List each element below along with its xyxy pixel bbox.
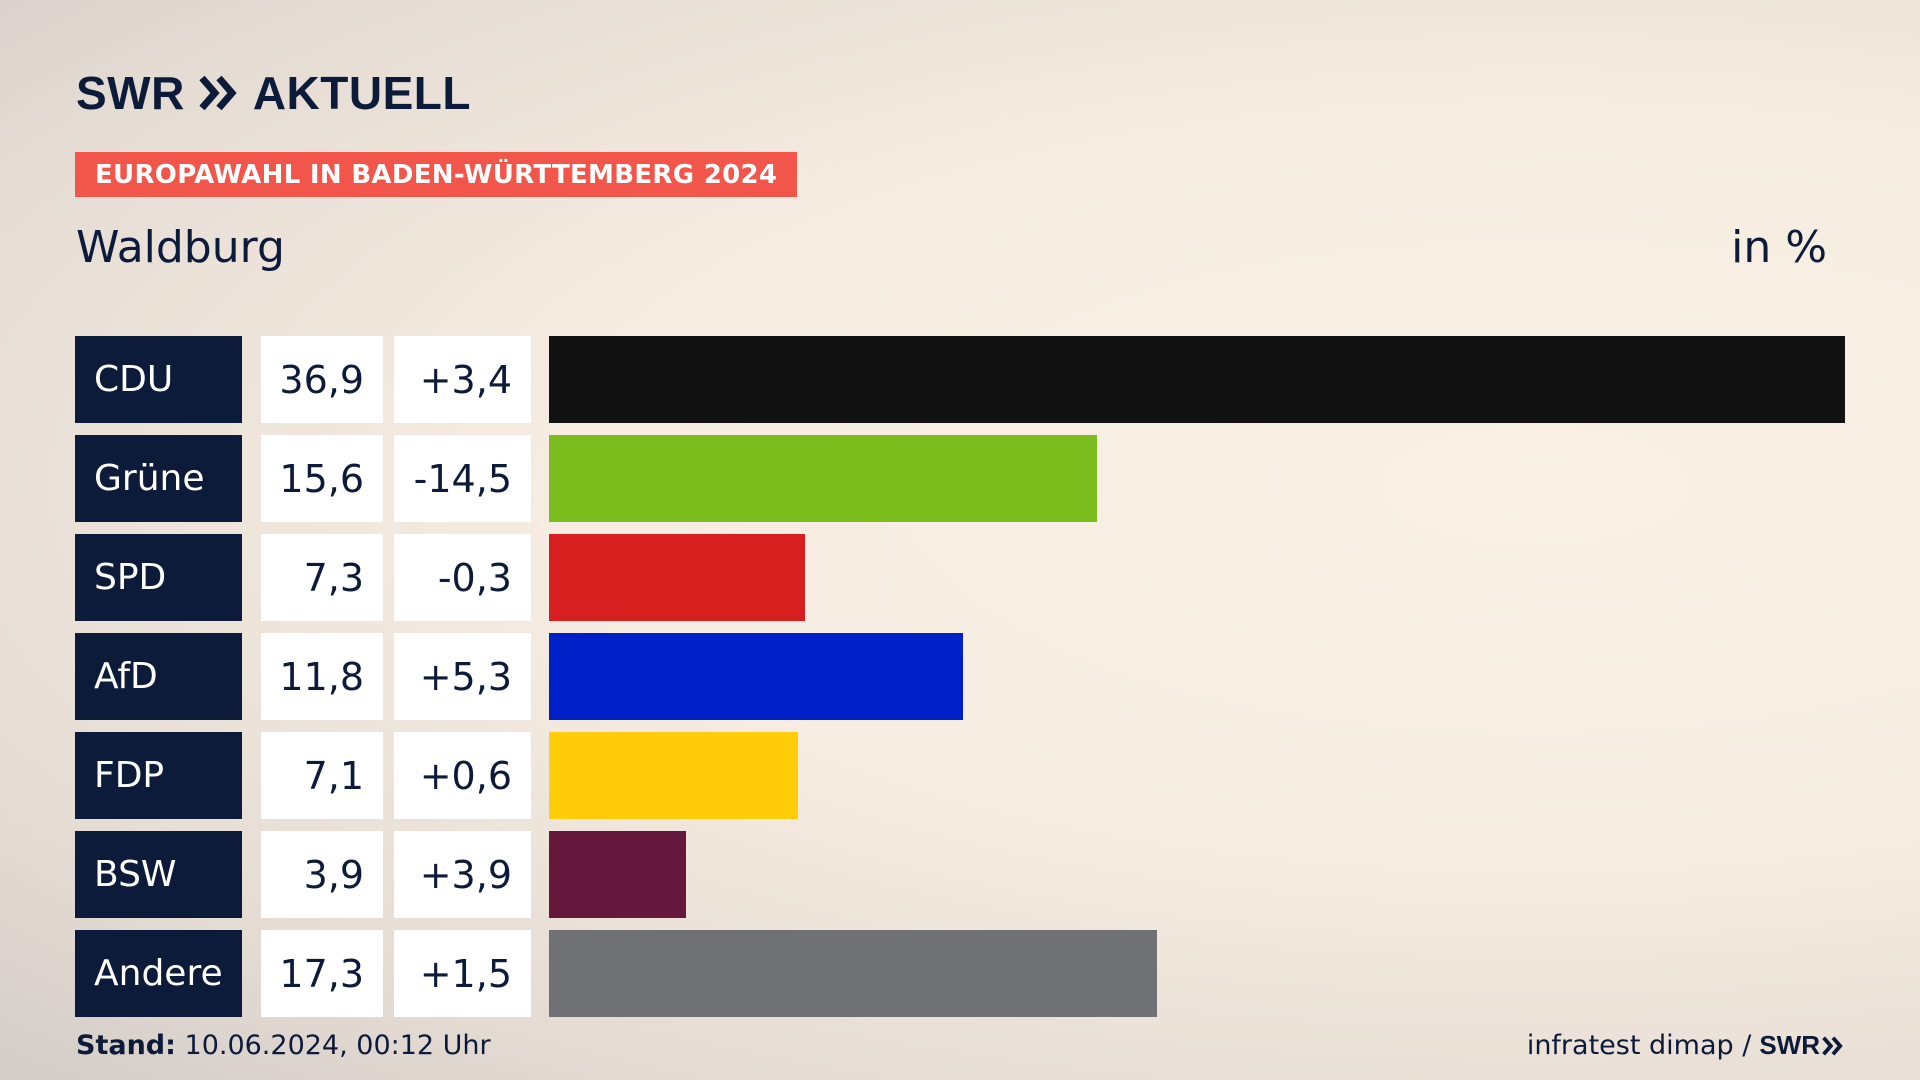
bar-row: CDU 36,9 +3,4 — [75, 336, 1845, 423]
election-banner: EUROPAWAHL IN BADEN-WÜRTTEMBERG 2024 — [75, 152, 798, 197]
footer-swr-logo: SWR — [1759, 1030, 1820, 1060]
value-label: 36,9 — [261, 336, 383, 423]
bar-row: SPD 7,3 -0,3 — [75, 534, 1845, 621]
source-text: infratest dimap / — [1526, 1030, 1752, 1061]
bar — [549, 831, 686, 918]
bar-row: AfD 11,8 +5,3 — [75, 633, 1845, 720]
double-chevron-icon — [199, 75, 237, 111]
bar — [549, 633, 963, 720]
bar-row: BSW 3,9 +3,9 — [75, 831, 1845, 918]
diff-label: +3,4 — [394, 336, 531, 423]
bar — [549, 534, 805, 621]
value-label: 17,3 — [261, 930, 383, 1017]
logo-swr-text: SWR — [76, 67, 185, 119]
bar — [549, 732, 798, 819]
value-label: 11,8 — [261, 633, 383, 720]
diff-label: +5,3 — [394, 633, 531, 720]
bar-row: FDP 7,1 +0,6 — [75, 732, 1845, 819]
party-label: Grüne — [75, 435, 242, 522]
stand-label: Stand: — [76, 1030, 176, 1061]
party-label: AfD — [75, 633, 242, 720]
party-label: Andere — [75, 930, 242, 1017]
unit-label: in % — [1731, 222, 1827, 273]
value-label: 3,9 — [261, 831, 383, 918]
swr-aktuell-logo: SWR AKTUELL — [76, 70, 471, 116]
value-label: 7,3 — [261, 534, 383, 621]
place-title: Waldburg — [76, 222, 285, 273]
party-label: CDU — [75, 336, 242, 423]
diff-label: +1,5 — [394, 930, 531, 1017]
diff-label: -0,3 — [394, 534, 531, 621]
bar-row: Andere 17,3 +1,5 — [75, 930, 1845, 1017]
diff-label: +0,6 — [394, 732, 531, 819]
bar — [549, 930, 1157, 1017]
logo-aktuell-text: AKTUELL — [252, 67, 471, 119]
timestamp: Stand: 10.06.2024, 00:12 Uhr — [76, 1030, 491, 1061]
diff-label: +3,9 — [394, 831, 531, 918]
stand-value: 10.06.2024, 00:12 Uhr — [184, 1030, 491, 1061]
bar — [549, 336, 1845, 423]
party-label: FDP — [75, 732, 242, 819]
footer-chevron-icon — [1822, 1035, 1843, 1056]
source-credit: infratest dimap / SWR — [1527, 1030, 1844, 1061]
bar — [549, 435, 1097, 522]
value-label: 7,1 — [261, 732, 383, 819]
party-label: BSW — [75, 831, 242, 918]
party-label: SPD — [75, 534, 242, 621]
bar-row: Grüne 15,6 -14,5 — [75, 435, 1845, 522]
value-label: 15,6 — [261, 435, 383, 522]
diff-label: -14,5 — [394, 435, 531, 522]
